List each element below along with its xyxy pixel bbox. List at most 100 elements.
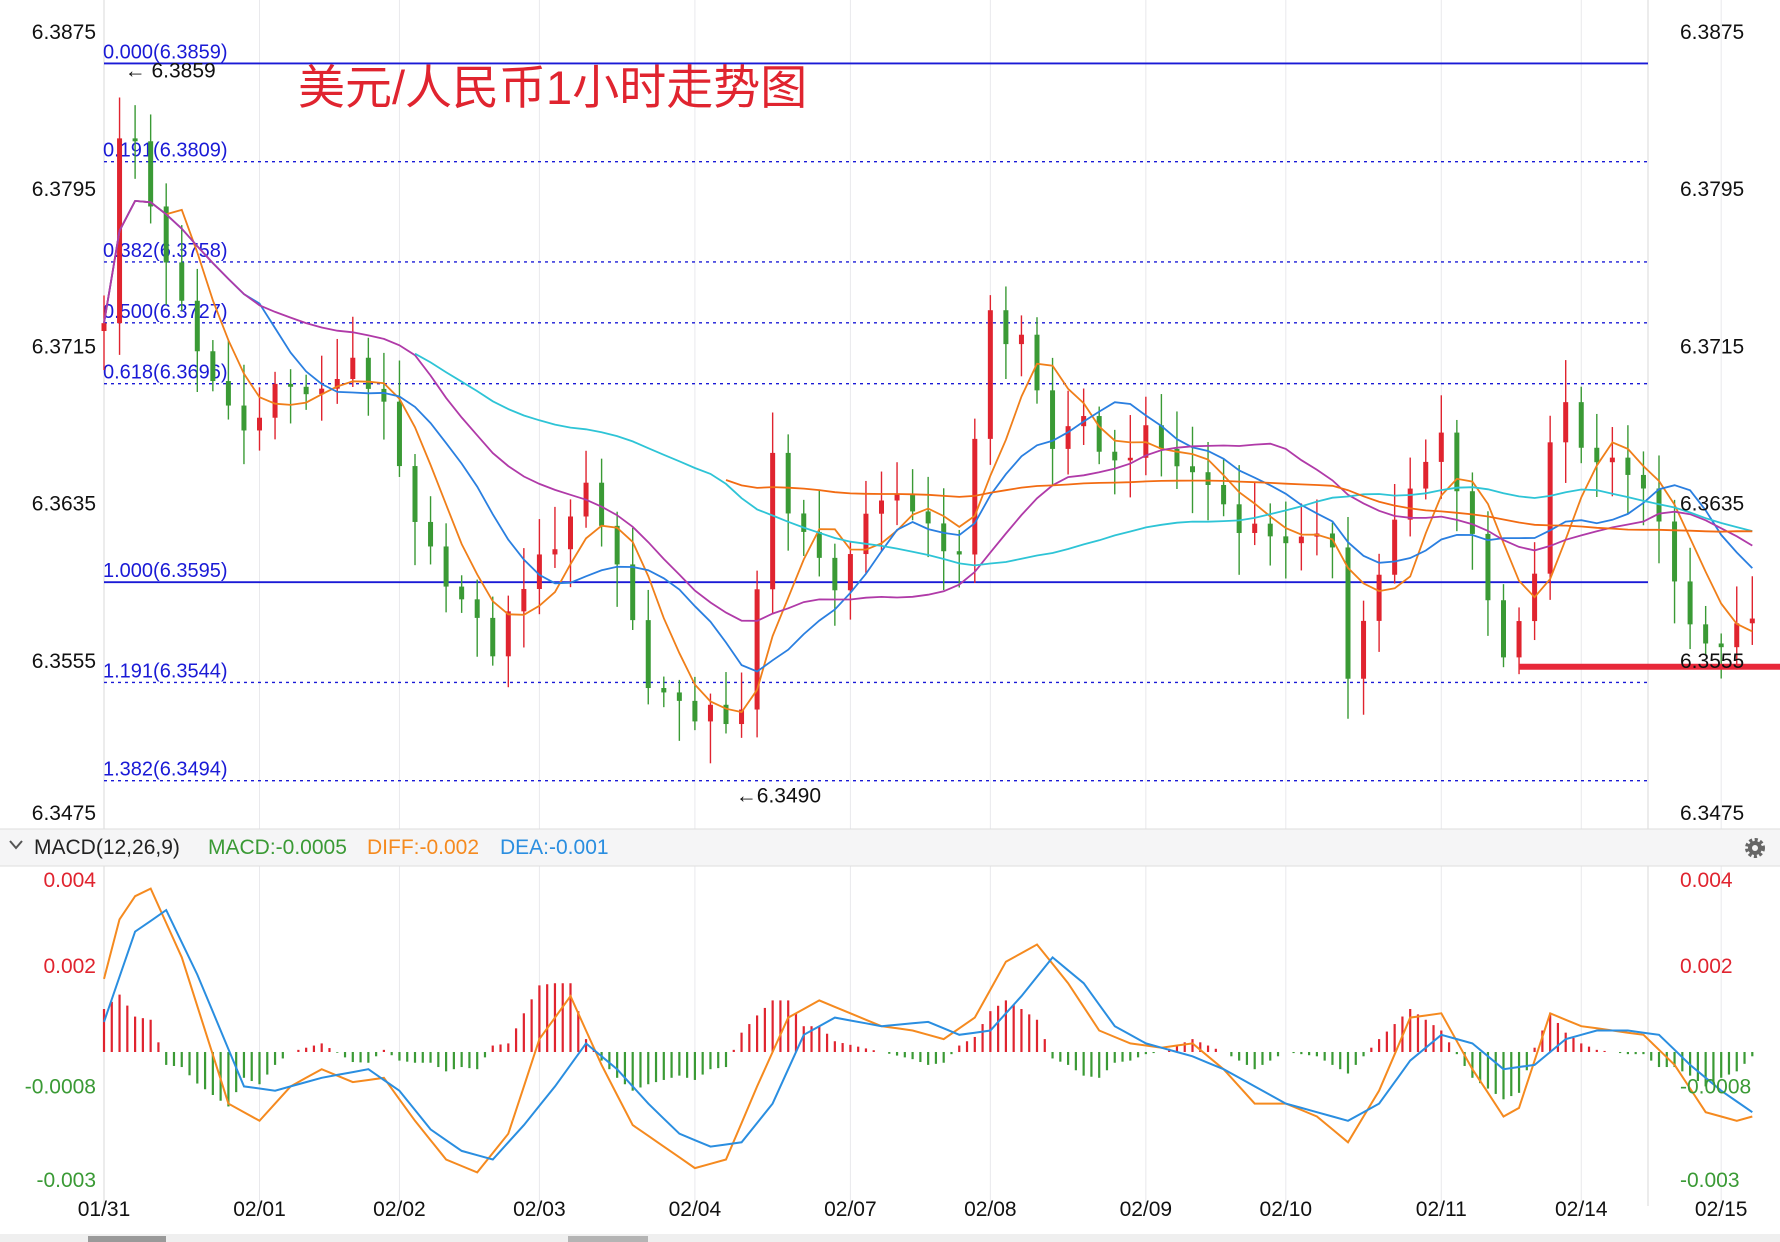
candle-body (1376, 574, 1382, 621)
time-tick-6: 02/08 (964, 1198, 1017, 1221)
candle-body (132, 138, 138, 142)
candle-body (443, 546, 449, 587)
macd-y-axis: 0.004 0.004 0.002 0.002 -0.0008 -0.0008 -0.003… (25, 869, 1751, 1192)
candle-body (1174, 448, 1180, 467)
candle-body (1096, 416, 1102, 452)
scrollbar[interactable] (0, 1234, 1780, 1242)
macd-tick-left-2: -0.0008 (25, 1075, 96, 1098)
candle-body (645, 620, 651, 689)
candle-body (1034, 334, 1040, 391)
candle-body (1392, 519, 1398, 575)
time-tick-1: 02/01 (233, 1198, 286, 1221)
candle-body (832, 557, 838, 591)
macd-tick-left-1: 0.002 (43, 955, 96, 978)
candle-body (676, 692, 682, 701)
time-tick-2: 02/02 (373, 1198, 426, 1221)
dea-value-label: DEA:-0.001 (500, 836, 609, 859)
candle-body (1050, 390, 1056, 449)
candle-body (474, 599, 480, 618)
price-annotation-1: ←6.3490 (736, 785, 821, 808)
macd-pane: 0.004 0.004 0.002 0.002 -0.0008 -0.0008 -0.003… (25, 869, 1754, 1192)
macd-value-label: MACD:-0.0005 (208, 836, 347, 859)
candle-body (521, 588, 527, 612)
candle-body (1407, 488, 1413, 520)
time-tick-4: 02/04 (669, 1198, 722, 1221)
candle-body (1594, 447, 1600, 463)
candle-body (1547, 442, 1553, 574)
ma-line-cyan (414, 352, 1753, 567)
fib-label-1.382: 1.382(6.3494) (103, 759, 228, 781)
price-tick-right-3: 6.3635 (1680, 493, 1744, 516)
candle-body (365, 357, 371, 389)
fib-label-1.000: 1.000(6.3595) (103, 560, 228, 582)
candle-body (847, 554, 853, 591)
macd-indicator-label: MACD(12,26,9) (34, 836, 180, 859)
candle-body (863, 513, 869, 555)
candle-body (505, 611, 511, 657)
candle-body (1609, 457, 1615, 463)
candle-body (630, 564, 636, 621)
candle-body (412, 466, 418, 522)
price-annotations: ← 6.3859 ←6.3490 (125, 59, 1780, 808)
diff-value-label: DIFF:-0.002 (367, 836, 479, 859)
time-tick-10: 02/14 (1555, 1198, 1608, 1221)
chevron-down-icon[interactable] (9, 840, 23, 850)
candle-body (1454, 432, 1460, 492)
candle-body (1423, 461, 1429, 489)
ma-line-blue (103, 199, 1753, 673)
candle-body (1501, 600, 1506, 658)
candle-body (956, 551, 962, 555)
indicator-header: MACD(12,26,9) MACD:-0.0005 DIFF:-0.002 D… (0, 828, 1780, 867)
candle-body (816, 531, 822, 558)
fib-label-0.191: 0.191(6.3809) (103, 140, 228, 162)
time-axis: 01/31 02/01 02/02 02/03 02/04 02/07 02/08 02/09… (78, 1198, 1748, 1221)
price-tick-right-2: 6.3715 (1680, 335, 1744, 358)
candle-body (303, 386, 309, 395)
candle-body (1718, 643, 1724, 648)
candle-body (536, 554, 542, 589)
candle-body (1563, 402, 1569, 443)
scrollbar-thumb-right[interactable] (568, 1236, 648, 1242)
candle-body (739, 709, 745, 725)
candle-body (1267, 523, 1273, 537)
candle-body (1578, 402, 1584, 448)
candle-body (1190, 466, 1195, 473)
candle-body (101, 323, 107, 332)
candle-body (1625, 457, 1631, 475)
macd-tick-left-3: -0.003 (36, 1169, 96, 1192)
candle-body (568, 516, 573, 550)
candle-body (428, 521, 434, 547)
macd-tick-right-0: 0.004 (1680, 869, 1733, 892)
candle-body (754, 589, 760, 710)
fib-label-0.618: 0.618(6.3696) (103, 362, 228, 384)
candle-body (1158, 425, 1164, 449)
ma-line-purple (103, 199, 1753, 622)
scrollbar-thumb-left[interactable] (88, 1236, 166, 1242)
candle-body (614, 525, 620, 565)
price-tick-left-5: 6.3475 (32, 802, 96, 825)
candle-body (707, 704, 713, 722)
gear-icon[interactable] (1745, 838, 1765, 858)
price-tick-right-1: 6.3795 (1680, 178, 1744, 201)
ma-line-slow_orange (725, 479, 1753, 533)
price-y-axis: 6.3875 6.3875 6.3795 6.3795 6.3715 6.3715 6.36… (32, 21, 1744, 825)
candle-body (459, 586, 465, 600)
price-tick-left-0: 6.3875 (32, 21, 96, 44)
price-tick-left-4: 6.3555 (32, 650, 96, 673)
candle-body (1236, 504, 1242, 533)
candle-body (1018, 334, 1024, 345)
candle-body (1734, 623, 1740, 648)
time-tick-9: 02/11 (1416, 1198, 1467, 1221)
candle-body (241, 405, 247, 431)
candle-body (257, 417, 262, 431)
price-tick-left-1: 6.3795 (32, 178, 96, 201)
price-pane: 0.000(6.3859)0.191(6.3809)0.382(6.3758)0… (32, 21, 1780, 825)
time-tick-3: 02/03 (513, 1198, 566, 1221)
time-tick-8: 02/10 (1260, 1198, 1313, 1221)
candle-body (1687, 581, 1693, 625)
price-tick-right-0: 6.3875 (1680, 21, 1744, 44)
candle-body (1749, 618, 1755, 624)
price-annotation-0: ← 6.3859 (125, 59, 216, 82)
price-tick-left-2: 6.3715 (32, 335, 96, 358)
candle-body (396, 401, 402, 467)
